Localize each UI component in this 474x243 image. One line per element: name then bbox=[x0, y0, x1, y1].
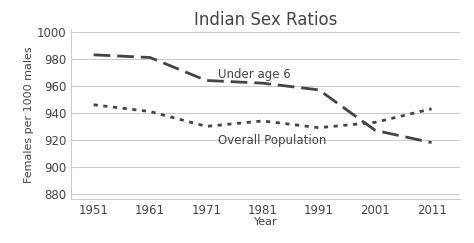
X-axis label: Year: Year bbox=[254, 217, 277, 227]
Text: Under age 6: Under age 6 bbox=[218, 68, 290, 81]
Text: Overall Population: Overall Population bbox=[218, 134, 326, 147]
Y-axis label: Females per 1000 males: Females per 1000 males bbox=[24, 46, 34, 182]
Title: Indian Sex Ratios: Indian Sex Ratios bbox=[194, 11, 337, 29]
